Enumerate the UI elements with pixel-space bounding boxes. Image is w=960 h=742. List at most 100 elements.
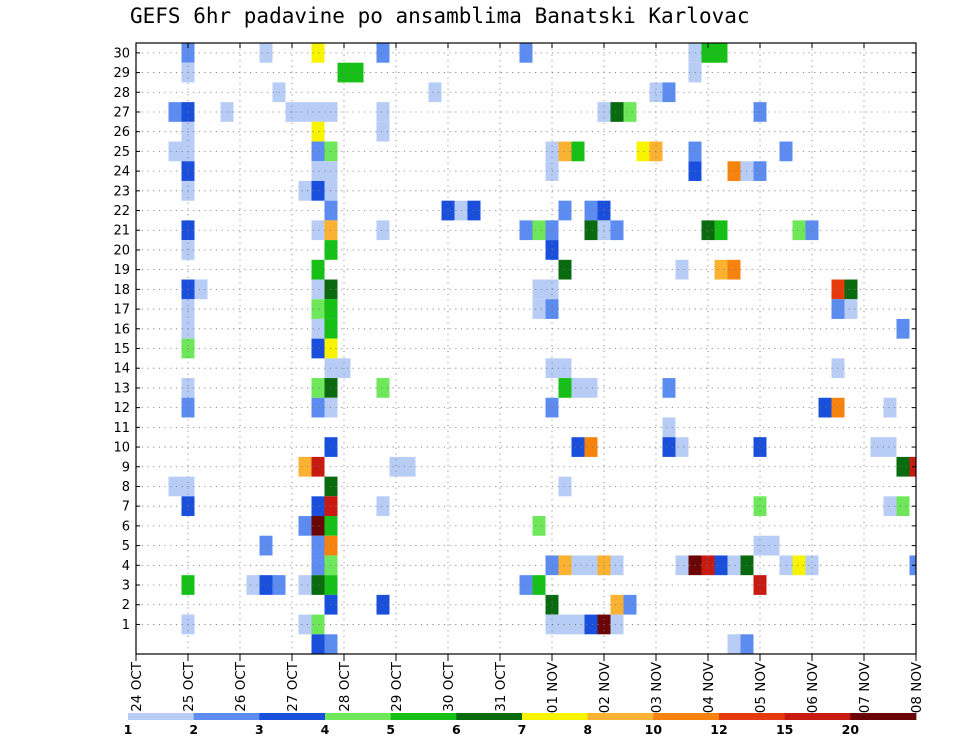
colorbar-label: 7 <box>518 722 527 737</box>
y-tick-label: 8 <box>122 480 130 495</box>
heatmap-cell <box>376 220 390 241</box>
colorbar-swatch <box>390 713 457 720</box>
x-tick-label: 27 OCT <box>285 661 301 712</box>
heatmap-cell <box>727 259 741 280</box>
y-tick-label: 21 <box>113 224 130 239</box>
heatmap-cell <box>714 43 728 63</box>
heatmap-cell <box>584 437 598 457</box>
y-tick-label: 13 <box>113 381 130 396</box>
y-tick-label: 7 <box>122 500 130 515</box>
heatmap-cell <box>545 594 559 615</box>
heatmap-cell <box>350 62 364 83</box>
y-tick-label: 25 <box>113 145 130 160</box>
heatmap-cell <box>610 614 624 635</box>
y-tick-label: 19 <box>113 263 130 278</box>
heatmap-cell <box>311 299 325 319</box>
heatmap-cell <box>311 496 325 517</box>
x-tick-label: 06 NOV <box>805 661 821 713</box>
heatmap-cell <box>805 555 819 576</box>
y-tick-label: 15 <box>113 342 130 357</box>
x-tick-label: 03 NOV <box>649 661 665 713</box>
heatmap-cell <box>519 575 533 595</box>
heatmap-cell <box>714 555 728 576</box>
y-tick-label: 30 <box>113 46 130 61</box>
heatmap-cell <box>298 102 312 122</box>
heatmap-cell <box>623 102 637 122</box>
colorbar-label: 2 <box>189 722 198 737</box>
colorbar-swatch <box>587 713 654 720</box>
x-tick-label: 31 OCT <box>493 661 509 712</box>
heatmap-cell <box>428 82 442 103</box>
y-tick-label: 20 <box>113 243 130 258</box>
heatmap-cell <box>311 535 325 556</box>
heatmap-cell <box>324 634 338 654</box>
heatmap-cell <box>727 161 741 181</box>
x-axis: 24 OCT 25 OCT 26 OCT 27 OCT 28 OCT 29 OCT 30 O… <box>129 43 925 713</box>
colorbar-label: 8 <box>583 722 592 737</box>
heatmap-cell <box>298 575 312 595</box>
heatmap-cell <box>532 279 546 300</box>
heatmap-cell <box>675 259 689 280</box>
x-tick-label: 01 NOV <box>545 661 561 713</box>
heatmap-cell <box>194 279 208 300</box>
heatmap-cell <box>584 378 598 398</box>
heatmap-cell <box>571 378 585 398</box>
heatmap-cell <box>792 220 806 241</box>
heatmap-cell <box>519 220 533 241</box>
colorbar-swatch <box>193 713 260 720</box>
heatmap-cell <box>558 259 572 280</box>
heatmap-cell <box>311 575 325 595</box>
heatmap-cell <box>311 43 325 63</box>
heatmap-cell <box>753 496 767 517</box>
y-tick-label: 24 <box>113 165 130 180</box>
x-tick-label: 25 OCT <box>181 661 197 712</box>
heatmap-cell <box>792 555 806 576</box>
heatmap-cell <box>896 318 910 339</box>
heatmap-cell <box>896 496 910 517</box>
colorbar-label: 4 <box>321 722 330 737</box>
heatmap-cell <box>311 141 325 162</box>
heatmap-cell <box>883 496 897 517</box>
y-tick-label: 18 <box>113 283 130 298</box>
y-tick-label: 12 <box>113 401 130 416</box>
heatmap-cell <box>441 200 455 221</box>
heatmap-cell <box>467 200 481 221</box>
heatmap-cell <box>532 299 546 319</box>
y-axis: 1234567891011121314151617181920212223242… <box>113 46 916 633</box>
x-tick-label: 07 NOV <box>857 661 873 713</box>
heatmap-cell <box>805 220 819 241</box>
y-tick-label: 6 <box>122 519 130 534</box>
heatmap-cell <box>584 555 598 576</box>
heatmap-cell <box>883 397 897 418</box>
colorbar-swatch <box>784 713 851 720</box>
heatmap-cell <box>545 397 559 418</box>
y-tick-label: 5 <box>122 539 130 554</box>
colorbar-label: 15 <box>776 722 793 737</box>
x-tick-label: 05 NOV <box>753 661 769 713</box>
heatmap-cell <box>298 614 312 635</box>
colorbar-swatch <box>522 713 589 720</box>
heatmap-cell <box>311 180 325 201</box>
heatmap-cell <box>558 476 572 497</box>
heatmap-cell <box>311 121 325 142</box>
colorbar-legend: 1 2 3 4 5 6 7 8 10 12 15 20 <box>124 713 917 737</box>
x-tick-label: 02 NOV <box>597 661 613 713</box>
heatmap-cell <box>545 555 559 576</box>
heatmap-cell <box>701 43 715 63</box>
heatmap-cell <box>532 516 546 536</box>
heatmap-cell <box>571 141 585 162</box>
heatmap-cell <box>519 43 533 63</box>
heatmap-cell <box>571 437 585 457</box>
heatmap-cell <box>584 220 598 241</box>
heatmap-cell <box>571 614 585 635</box>
heatmap-cell <box>376 102 390 122</box>
heatmap-cell <box>545 161 559 181</box>
colorbar-swatch <box>259 713 326 720</box>
heatmap-cell <box>610 220 624 241</box>
heatmap-cell <box>558 555 572 576</box>
heatmap-cell <box>311 516 325 536</box>
heatmap-cell <box>753 437 767 457</box>
heatmap-cell <box>701 555 715 576</box>
heatmap-cell <box>571 555 585 576</box>
heatmap-cell <box>311 397 325 418</box>
